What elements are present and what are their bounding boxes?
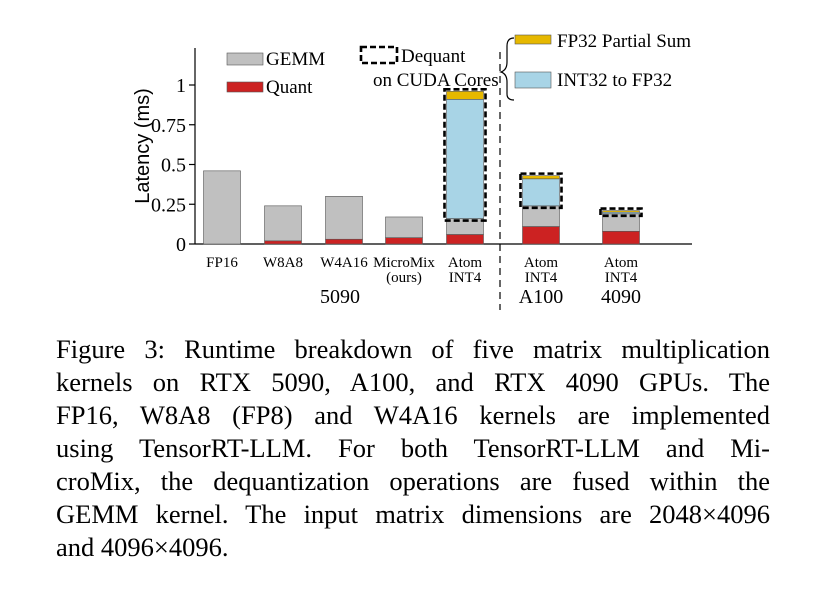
caption-line-6: GEMM kernel. The input matrix dimensions… bbox=[56, 499, 770, 529]
bar-segment-int32-to-fp32 bbox=[446, 99, 484, 219]
dequant-dashed-box bbox=[443, 88, 487, 222]
dequant-dashed-box bbox=[519, 172, 563, 210]
figure-3-chart: 0 0.25 0.5 0.75 1 Latency (ms) FP16 W8A8 W4A16 Mi… bbox=[132, 31, 692, 310]
legend-label-quant: Quant bbox=[266, 77, 313, 98]
bar-segment-quant bbox=[602, 230, 640, 245]
legend-label-dequant-line1: Dequant bbox=[401, 46, 466, 67]
bar-segment-quant bbox=[325, 238, 363, 245]
caption-line-2: kernels on RTX 5090, A100, and RTX 4090 … bbox=[56, 367, 770, 397]
caption-line-7: and 4096×4096. bbox=[56, 532, 229, 562]
x-tick-label: W4A16 bbox=[320, 255, 368, 271]
caption-line-3: FP16, W8A8 (FP8) and W4A16 kernels are i… bbox=[56, 400, 770, 430]
group-label-4090: 4090 bbox=[601, 286, 641, 308]
x-tick-label: W8A8 bbox=[263, 255, 303, 271]
legend-label-gemm: GEMM bbox=[266, 49, 325, 70]
bar-segment-gemm bbox=[325, 196, 363, 240]
x-tick-label-line2: (ours) bbox=[386, 270, 422, 286]
group-label-5090: 5090 bbox=[320, 286, 360, 308]
caption-line-5: croMix, the dequantization operations ar… bbox=[56, 466, 770, 496]
bar-segment-gemm bbox=[385, 216, 423, 238]
x-tick-label: Atom bbox=[604, 255, 639, 271]
legend-bracket bbox=[499, 37, 515, 101]
bar-segment-gemm bbox=[264, 205, 302, 242]
bar-segment-quant bbox=[522, 226, 560, 245]
bar-segment-fp32-partial-sum bbox=[602, 210, 640, 213]
figure-caption: Figure 3: Runtime breakdown of five matr… bbox=[56, 333, 770, 564]
bar-segment-gemm bbox=[203, 170, 241, 245]
x-tick-label: Atom bbox=[524, 255, 559, 271]
bar-segment-quant bbox=[385, 237, 423, 245]
caption-line-1: Figure 3: Runtime breakdown of five matr… bbox=[56, 334, 770, 364]
group-label-A100: A100 bbox=[519, 286, 563, 308]
legend-swatch-quant bbox=[226, 81, 264, 93]
bar-segment-fp32-partial-sum bbox=[446, 91, 484, 100]
legend-label-fp32-partial-sum: FP32 Partial Sum bbox=[557, 31, 691, 52]
caption-line-4: using TensorRT-LLM. For both TensorRT-LL… bbox=[56, 433, 770, 463]
legend-swatch-fp32-partial-sum bbox=[514, 34, 552, 45]
dequant-dashed-box bbox=[599, 207, 643, 218]
y-tick-label: 0 bbox=[176, 234, 186, 256]
bar-segment-int32-to-fp32 bbox=[522, 178, 560, 207]
bar-segment-quant bbox=[264, 240, 302, 245]
legend-swatch-gemm bbox=[226, 52, 264, 66]
x-tick-label-line2: INT4 bbox=[605, 270, 638, 286]
latency-breakdown-chart: 0 0.25 0.5 0.75 1 Latency (ms) FP16 W8A8 W4A16 Mi… bbox=[132, 31, 692, 310]
legend-label-int32-to-fp32: INT32 to FP32 bbox=[557, 70, 672, 91]
legend-swatch-int32-to-fp32 bbox=[514, 71, 552, 89]
y-tick-label: 0.25 bbox=[151, 194, 186, 216]
x-tick-label: Atom bbox=[448, 255, 483, 271]
y-tick-label: 0.5 bbox=[161, 155, 186, 177]
y-tick-label: 0.75 bbox=[151, 115, 186, 137]
legend-label-dequant-line2: on CUDA Cores bbox=[373, 70, 499, 91]
y-axis-label: Latency (ms) bbox=[132, 88, 154, 204]
x-tick-label: FP16 bbox=[206, 255, 238, 271]
legend-swatch-dequant bbox=[359, 45, 399, 65]
bar-segment-fp32-partial-sum bbox=[522, 175, 560, 180]
x-tick-label-line2: INT4 bbox=[449, 270, 482, 286]
x-tick-label-line2: INT4 bbox=[525, 270, 558, 286]
x-tick-label: MicroMix bbox=[373, 255, 435, 271]
y-tick-label: 1 bbox=[176, 75, 186, 97]
bar-segment-quant bbox=[446, 234, 484, 245]
